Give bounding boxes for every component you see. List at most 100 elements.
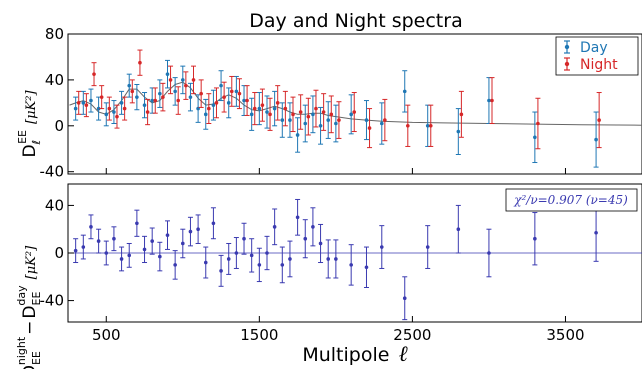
- difference-point-12: [164, 220, 170, 250]
- night-point-2: [91, 62, 97, 87]
- difference-point-19-point: [219, 269, 223, 273]
- difference-point-13: [172, 250, 178, 280]
- difference-point-22: [241, 222, 247, 255]
- day-point-22-point: [242, 98, 246, 103]
- day-point-34: [333, 104, 339, 143]
- difference-point-28-point: [288, 257, 292, 261]
- xtick-label-500: 500: [92, 326, 121, 344]
- day-point-1-point: [81, 101, 86, 105]
- difference-point-5-point: [112, 236, 116, 241]
- x-ticks: 500 1500 2500 3500: [92, 168, 585, 344]
- difference-point-19: [218, 254, 224, 287]
- difference-point-17-point: [203, 260, 208, 265]
- bottom-y-ticks: -40 0 40: [40, 196, 74, 310]
- night-point-5-point: [115, 114, 119, 119]
- night-point-20: [229, 75, 235, 107]
- day-point-35: [348, 94, 354, 135]
- day-point-30: [302, 104, 308, 143]
- day-point-37: [379, 102, 385, 145]
- difference-point-36-point: [364, 265, 369, 270]
- difference-point-29-point: [295, 215, 300, 220]
- day-point-14-point: [181, 78, 185, 82]
- difference-point-31-point: [311, 225, 315, 229]
- day-point-2-point: [89, 98, 93, 103]
- night-point-40-point: [459, 112, 464, 117]
- difference-point-5: [111, 226, 117, 252]
- difference-point-13-point: [173, 263, 177, 267]
- top-y-ticks: -40 0 40 80: [40, 25, 74, 181]
- day-point-2: [88, 88, 94, 113]
- bottom-ytick-label-40: 40: [45, 196, 64, 214]
- night-point-3: [99, 85, 105, 110]
- night-point-29: [298, 94, 304, 130]
- difference-point-40-point: [456, 227, 461, 232]
- night-point-28: [290, 96, 296, 133]
- difference-point-17: [203, 246, 209, 279]
- night-point-31-point: [314, 106, 318, 111]
- difference-point-6-point: [119, 257, 124, 261]
- night-point-17: [206, 93, 212, 125]
- difference-point-33-point: [326, 257, 331, 261]
- day-point-24: [256, 92, 262, 126]
- difference-point-9: [142, 235, 148, 264]
- night-point-9-point: [145, 110, 150, 114]
- day-point-13-point: [173, 89, 177, 94]
- difference-point-30-point: [303, 236, 308, 241]
- day-point-25: [264, 95, 270, 129]
- top-ytick-label-80: 80: [45, 25, 64, 43]
- top-ytick-label-40: 40: [45, 71, 64, 89]
- bottom-ytick-label-0: 0: [54, 244, 64, 262]
- night-point-9: [145, 98, 151, 126]
- day-point-26-point: [272, 106, 277, 111]
- day-point-25-point: [265, 110, 269, 114]
- difference-point-35: [348, 244, 354, 286]
- day-point-19-point: [219, 83, 223, 88]
- difference-point-11: [157, 241, 163, 272]
- day-point-23: [249, 97, 255, 131]
- day-point-8-point: [135, 95, 139, 99]
- night-point-14-point: [184, 83, 188, 88]
- day-point-11-point: [158, 91, 162, 96]
- difference-point-12-point: [165, 233, 170, 237]
- x-axis-label-text: Multipole: [302, 344, 389, 366]
- difference-point-10-point: [150, 239, 154, 243]
- day-point-15: [187, 82, 193, 112]
- night-point-0: [76, 90, 82, 115]
- night-point-18: [213, 87, 219, 119]
- svg-text:DℓEE[μK²]: DℓEE [μK²]: [16, 90, 43, 158]
- difference-point-40: [455, 204, 461, 254]
- day-point-17-point: [203, 112, 208, 117]
- top-ytick-label-0: 0: [54, 117, 64, 135]
- difference-point-26-point: [272, 225, 277, 229]
- difference-point-8-point: [135, 221, 139, 226]
- bottom-ylabel-sup-a: night: [15, 336, 28, 365]
- difference-point-28: [287, 240, 293, 278]
- day-point-32: [318, 106, 324, 145]
- day-point-40: [455, 108, 461, 155]
- top-plot-content: [69, 49, 642, 168]
- night-point-4-point: [107, 106, 112, 111]
- top-ylabel-sup: EE: [16, 130, 29, 144]
- night-point-42-point: [536, 121, 540, 126]
- night-point-8-point: [138, 60, 142, 65]
- day-point-28: [287, 102, 293, 138]
- day-point-31: [310, 95, 316, 134]
- night-point-28-point: [291, 112, 295, 117]
- day-point-1: [80, 90, 86, 115]
- top-ylabel-main: D: [20, 144, 40, 157]
- difference-point-39: [425, 225, 431, 269]
- legend-night-label: Night: [580, 57, 618, 73]
- difference-point-26: [272, 208, 278, 246]
- bottom-ytick-label--40: -40: [40, 292, 65, 310]
- difference-point-38-point: [402, 296, 407, 301]
- day-point-3: [96, 96, 102, 121]
- difference-point-32: [318, 223, 324, 264]
- day-point-13: [172, 77, 178, 106]
- night-point-7: [129, 79, 135, 104]
- night-point-11-point: [161, 95, 165, 99]
- day-point-42-point: [533, 135, 537, 140]
- night-point-15-point: [191, 78, 196, 82]
- difference-point-33: [325, 239, 331, 279]
- difference-point-38: [402, 276, 408, 321]
